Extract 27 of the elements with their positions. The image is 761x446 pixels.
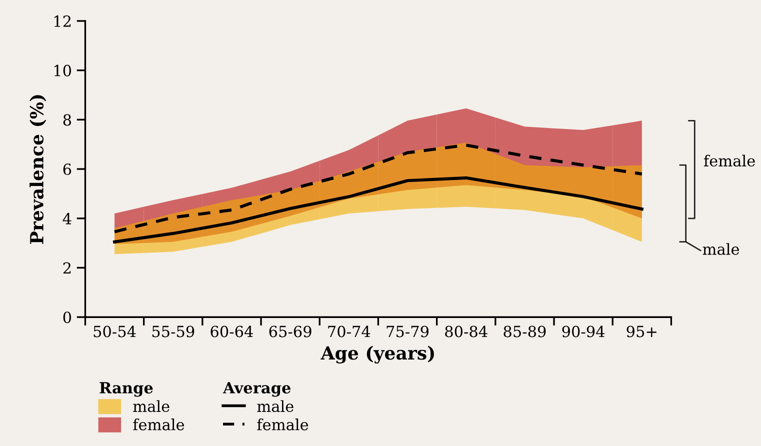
y-tick-label: 12	[54, 15, 71, 27]
y-tick-label: 0	[63, 312, 72, 324]
x-axis-title: Age (years)	[320, 346, 434, 364]
y-tick-label: 4	[62, 212, 72, 224]
text: Average	[222, 382, 291, 397]
y-tick-label: 8	[63, 114, 72, 126]
legend-label: female	[257, 418, 308, 430]
x-tick-label: 75-79	[386, 326, 429, 338]
text: Range	[100, 382, 153, 397]
text: female	[133, 418, 184, 430]
x-tick-label: 55-59	[152, 326, 194, 338]
x-tick-label: 65-69	[269, 326, 312, 338]
y-tick-label: 2	[63, 262, 71, 274]
y-tick-label: 10	[54, 64, 72, 76]
x-tick-label: 70-74	[328, 326, 370, 338]
x-tick-label: 85-89	[504, 326, 546, 338]
text: male	[702, 243, 740, 255]
x-tick-label: 90-94	[562, 326, 605, 338]
x-tick-label: 50-54	[94, 326, 136, 338]
x-tick-label: 80-84	[445, 326, 488, 338]
x-tick-label: 95+	[626, 326, 656, 338]
x-tick-label: 60-64	[210, 326, 253, 338]
y-axis-title: Prevalence (%)	[30, 95, 46, 244]
text: male	[133, 400, 170, 412]
legend-label: male	[257, 400, 294, 412]
text: female	[704, 154, 755, 167]
y-tick-label: 6	[63, 164, 72, 176]
